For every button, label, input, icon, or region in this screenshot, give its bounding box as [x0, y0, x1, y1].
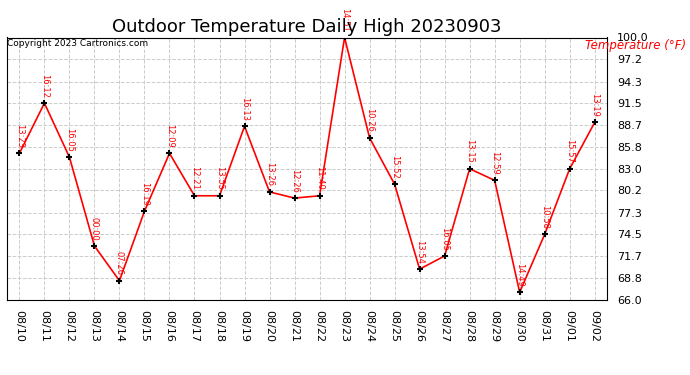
Text: 15:57: 15:57: [565, 140, 574, 163]
Text: Copyright 2023 Cartronics.com: Copyright 2023 Cartronics.com: [7, 39, 148, 48]
Text: 10:58: 10:58: [540, 205, 549, 229]
Text: 13:55: 13:55: [215, 166, 224, 190]
Text: 12:26: 12:26: [290, 169, 299, 192]
Text: 14:51: 14:51: [340, 8, 349, 32]
Text: 16:12: 16:12: [40, 74, 49, 98]
Text: 15:52: 15:52: [390, 155, 399, 178]
Text: 10:26: 10:26: [365, 108, 374, 132]
Title: Outdoor Temperature Daily High 20230903: Outdoor Temperature Daily High 20230903: [112, 18, 502, 36]
Text: 12:59: 12:59: [490, 151, 499, 175]
Text: 13:26: 13:26: [265, 162, 274, 186]
Text: 13:19: 13:19: [590, 93, 599, 117]
Text: 14:49: 14:49: [515, 263, 524, 287]
Text: 12:09: 12:09: [165, 124, 174, 148]
Text: 13:54: 13:54: [415, 240, 424, 264]
Text: 16:13: 16:13: [240, 97, 249, 121]
Text: 16:05: 16:05: [440, 226, 449, 251]
Text: 12:21: 12:21: [190, 166, 199, 190]
Text: 16:19: 16:19: [140, 182, 149, 206]
Text: 07:26: 07:26: [115, 251, 124, 275]
Text: 11:40: 11:40: [315, 166, 324, 190]
Text: Temperature (°F): Temperature (°F): [585, 39, 687, 53]
Text: 00:00: 00:00: [90, 217, 99, 240]
Text: 13:23: 13:23: [15, 124, 24, 148]
Text: 16:05: 16:05: [65, 128, 74, 152]
Text: 13:15: 13:15: [465, 140, 474, 163]
